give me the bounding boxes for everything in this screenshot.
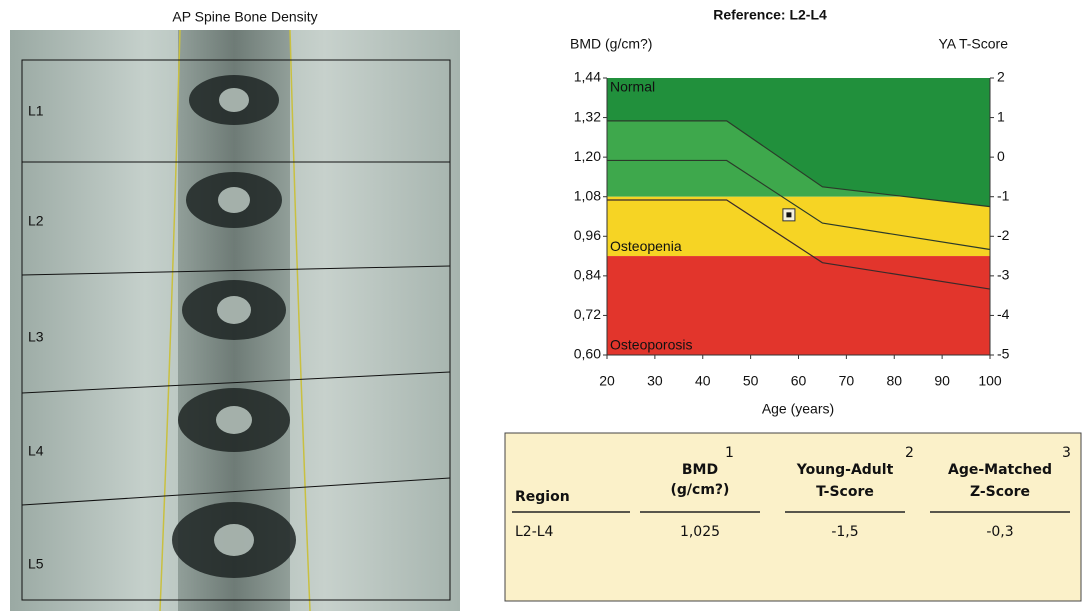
- table-header: Region: [515, 489, 570, 505]
- table-cell: L2-L4: [515, 524, 554, 540]
- page: AP Spine Bone Density L1 L2 L3 L4 L5 Ref…: [0, 0, 1083, 611]
- x-tick-label: 90: [934, 373, 950, 389]
- x-tick-label: 70: [839, 373, 855, 389]
- x-tick-label: 60: [791, 373, 807, 389]
- region-label: L4: [28, 443, 44, 459]
- table-subheader: (g/cm?): [671, 482, 730, 498]
- y2-tick-label: -2: [997, 227, 1010, 243]
- x-tick-label: 20: [599, 373, 615, 389]
- y2-tick-label: 1: [997, 108, 1005, 124]
- x-axis-label: Age (years): [762, 401, 834, 417]
- y-tick-label: 0,96: [574, 227, 601, 243]
- x-tick-label: 50: [743, 373, 759, 389]
- y2-tick-label: 2: [997, 69, 1005, 85]
- table-header: Young-Adult: [796, 462, 894, 478]
- y2-tick-label: 0: [997, 148, 1005, 164]
- x-tick-label: 80: [886, 373, 902, 389]
- report: AP Spine Bone Density L1 L2 L3 L4 L5 Ref…: [0, 0, 1083, 611]
- y2-axis-label: YA T-Score: [938, 36, 1008, 52]
- y2-tick-label: -5: [997, 346, 1010, 362]
- region-label: L2: [28, 213, 44, 229]
- footnote-mark: 3: [1062, 445, 1071, 461]
- footnote-mark: 1: [725, 445, 734, 461]
- y2-tick-label: -4: [997, 306, 1010, 322]
- table-subheader: T-Score: [816, 484, 874, 500]
- region-label: L5: [28, 556, 44, 572]
- region-label: L1: [28, 103, 44, 119]
- results-table: Region BMD (g/cm?) 1 Young-Adult T-Score…: [505, 433, 1081, 601]
- table-cell: -1,5: [831, 524, 858, 540]
- chart-title: Reference: L2-L4: [713, 7, 827, 23]
- y-axis-label: BMD (g/cm?): [570, 36, 652, 52]
- band-label: Normal: [610, 79, 655, 95]
- x-tick-label: 40: [695, 373, 711, 389]
- patient-marker-center: [786, 212, 791, 217]
- table-cell: -0,3: [986, 524, 1013, 540]
- region-label: L3: [28, 329, 44, 345]
- y-tick-label: 0,72: [574, 306, 601, 322]
- band-label: Osteoporosis: [610, 337, 692, 353]
- y2-tick-label: -3: [997, 267, 1010, 283]
- y-tick-label: 0,60: [574, 346, 601, 362]
- table-subheader: Z-Score: [970, 484, 1030, 500]
- table-header: BMD: [682, 462, 718, 478]
- table-header: Age-Matched: [948, 462, 1052, 478]
- table-cell: 1,025: [680, 524, 720, 540]
- x-tick-label: 100: [978, 373, 1002, 389]
- band-label: Osteopenia: [610, 238, 682, 254]
- y-tick-label: 1,08: [574, 187, 601, 203]
- footnote-mark: 2: [905, 445, 914, 461]
- image-title: AP Spine Bone Density: [172, 9, 317, 25]
- x-tick-label: 30: [647, 373, 663, 389]
- y2-tick-label: -1: [997, 187, 1010, 203]
- y-tick-label: 1,32: [574, 108, 601, 124]
- table-frame: [505, 433, 1081, 601]
- y-tick-label: 1,20: [574, 148, 601, 164]
- y-tick-label: 0,84: [574, 267, 601, 283]
- y-tick-label: 1,44: [574, 69, 601, 85]
